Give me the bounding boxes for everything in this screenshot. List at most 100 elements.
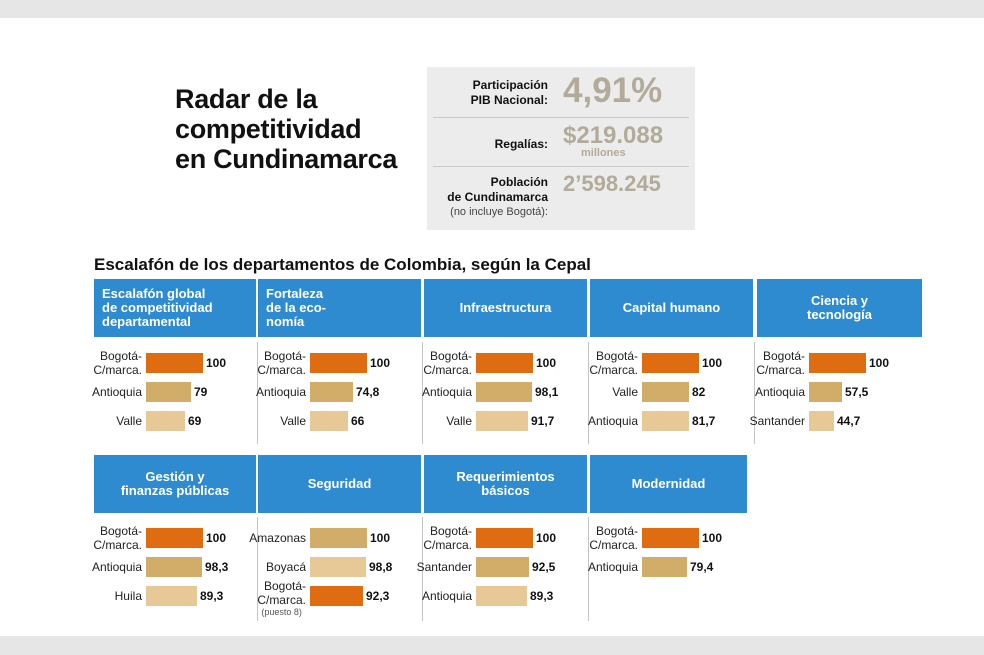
bar-category-line: Valle xyxy=(280,414,306,428)
bar-category-label: Valle xyxy=(612,385,638,399)
bar-entry: Antioquia 57,5 xyxy=(755,382,917,402)
bar-category-label: Bogotá- C/marca. xyxy=(423,349,472,377)
bar-entry: Antioquia 89,3 xyxy=(421,586,584,606)
bar-value-label: 82 xyxy=(692,385,706,399)
bar-category-line: C/marca. xyxy=(589,363,638,377)
stat-label-line: PIB Nacional: xyxy=(470,93,548,107)
bar-entry: Antioquia 98,3 xyxy=(91,557,254,577)
stat-label: Regalías: xyxy=(495,137,548,152)
stat-pib: Participación PIB Nacional: 4,91% xyxy=(427,67,695,119)
panel-header-line: Seguridad xyxy=(307,476,372,491)
panel-header: Capital humano xyxy=(590,279,753,337)
bar-category-line: Bogotá- xyxy=(99,524,142,538)
bar xyxy=(146,528,203,548)
bar-category-line: Antioquia xyxy=(421,385,472,399)
bar-category-line: Antioquia xyxy=(754,385,805,399)
bar xyxy=(809,411,834,431)
bar-category-line: C/marca. xyxy=(756,363,805,377)
panel-header-text: Infraestructura xyxy=(460,301,552,315)
bar-category-line: Antioquia xyxy=(255,385,306,399)
panel-divider xyxy=(257,517,258,621)
panel-header-line: departamental xyxy=(102,314,191,329)
panel-header: Seguridad xyxy=(258,455,421,513)
title-line: Radar de la xyxy=(175,84,318,114)
bar-panel: Bogotá- C/marca. 100 Antioquia 57,5 Santander… xyxy=(750,349,922,443)
bar xyxy=(310,353,367,373)
bar-category-line: C/marca. xyxy=(589,538,638,552)
bar-category-label: Bogotá- C/marca. xyxy=(589,349,638,377)
panel-header-line: Modernidad xyxy=(631,476,706,491)
bar-category-label: Valle xyxy=(280,414,306,428)
bar-category-label: Antioquia xyxy=(92,385,142,399)
bar-entry: Amazonas 100 xyxy=(249,528,418,548)
bar-entry: Bogotá- C/marca. 100 xyxy=(589,524,750,552)
bar-entry: Antioquia 79,4 xyxy=(588,557,750,577)
chart-subtitle: Escalafón de los departamentos de Colomb… xyxy=(94,255,591,274)
bar-category-line: Boyacá xyxy=(265,560,306,574)
bar-category-line: Valle xyxy=(446,414,472,428)
panel-header-line: de competitividad xyxy=(102,300,213,315)
panel-divider xyxy=(422,517,423,621)
bar-category-label: Antioquia xyxy=(422,385,472,399)
bar-panel: Bogotá- C/marca. 100 Antioquia 98,1 Valle 91,7 xyxy=(422,349,587,443)
bar xyxy=(809,353,866,373)
bar xyxy=(476,557,529,577)
bar-value-label: 89,3 xyxy=(200,589,224,603)
bar-category-line: Antioquia xyxy=(91,560,142,574)
bar-value-label: 100 xyxy=(206,356,227,370)
bar-entry: Bogotá- C/marca. 100 xyxy=(93,524,254,552)
bar-entry: Valle 69 xyxy=(94,411,254,431)
panel-header-text: Escalafón global de competitividad departa… xyxy=(102,287,213,329)
bar-entry: Santander 44,7 xyxy=(750,411,917,431)
bar-category-line: Santander xyxy=(416,560,472,574)
bar-value-label: 69 xyxy=(188,414,202,428)
bar-entry: Bogotá- C/marca. 100 xyxy=(423,524,584,552)
panel-header-line: Requerimientos xyxy=(456,469,555,484)
bar-value-label: 92,3 xyxy=(366,589,390,603)
panel-header-line: de la eco- xyxy=(266,300,326,315)
bar-category-line: Antioquia xyxy=(421,589,472,603)
bar-entry: Boyacá 98,8 xyxy=(258,557,418,577)
bar-category-label: Antioquia xyxy=(755,385,805,399)
bar-value-label: 79,4 xyxy=(690,560,714,574)
stat-unit: millones xyxy=(581,147,626,159)
bar-value-label: 57,5 xyxy=(845,385,869,399)
bar-entry: Bogotá- C/marca. 100 xyxy=(756,349,917,377)
panel-header: Requerimientos básicos xyxy=(424,455,587,513)
bar-category-label: Bogotá- C/marca. xyxy=(93,349,142,377)
panel-header-line: finanzas públicas xyxy=(120,483,230,498)
bar-category-line: Bogotá- xyxy=(263,579,306,593)
bar-value-label: 100 xyxy=(370,356,391,370)
bar xyxy=(146,382,191,402)
bar-value-label: 92,5 xyxy=(532,560,556,574)
bottom-band xyxy=(0,636,984,655)
bar xyxy=(146,586,197,606)
bar-entry: Antioquia 98,1 xyxy=(422,382,584,402)
bar-category-line: Bogotá- xyxy=(429,349,472,363)
panel-divider xyxy=(257,342,258,444)
bar-category-label: Boyacá xyxy=(266,560,306,574)
bar-category-line: Antioquia xyxy=(91,385,142,399)
bar-category-label: Santander xyxy=(750,414,805,428)
stat-label-line: Participación xyxy=(472,78,548,92)
bar-category-label: Bogotá- C/marca. (puesto 8) xyxy=(257,579,306,618)
bar xyxy=(476,528,533,548)
bar-panel: Bogotá- C/marca. 100 Antioquia 79 Valle 69 xyxy=(92,349,256,443)
bar-category-label: Valle xyxy=(446,414,472,428)
stat-label-line: Población xyxy=(490,175,548,189)
divider xyxy=(433,166,689,167)
bar xyxy=(146,411,185,431)
bar-value-label: 44,7 xyxy=(837,414,861,428)
page-title: Radar de la competitividad en Cundinamar… xyxy=(175,84,435,174)
bar-category-label: Antioquia xyxy=(588,560,638,574)
bar-category-line: Antioquia xyxy=(587,560,638,574)
bar-category-line: C/marca. xyxy=(257,593,306,607)
bar-category-label: Huila xyxy=(115,589,142,603)
panel-header-line: Infraestructura xyxy=(459,300,552,315)
panel-header-line: Escalafón global xyxy=(102,286,206,301)
bar-category-line: Antioquia xyxy=(587,414,638,428)
bar-category-label: Santander xyxy=(417,560,472,574)
bar-category-line: Valle xyxy=(612,385,638,399)
bar xyxy=(642,382,689,402)
bar xyxy=(310,557,366,577)
